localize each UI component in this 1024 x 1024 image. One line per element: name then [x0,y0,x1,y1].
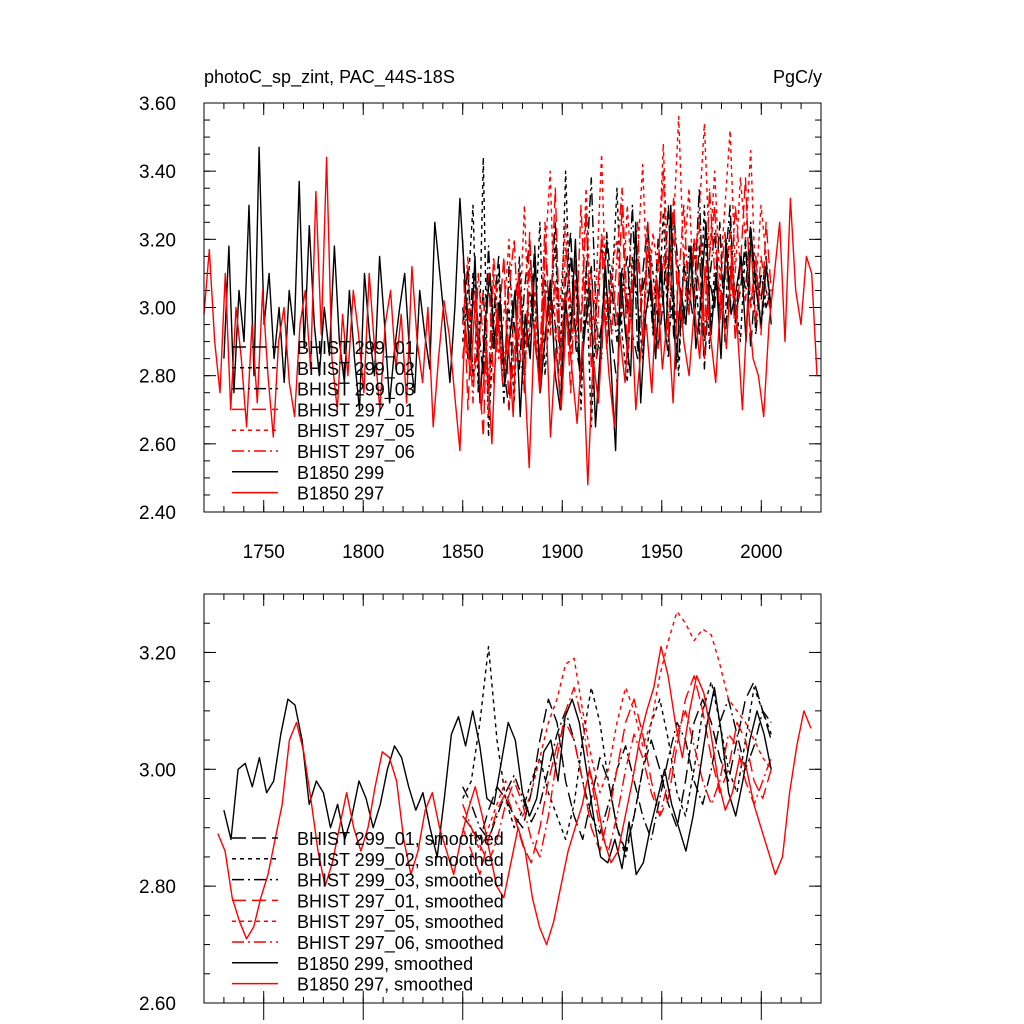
bottom-legend-label: BHIST 297_06, smoothed [297,933,504,954]
top-legend-label: BHIST 297_05 [297,421,415,442]
top-legend-label: BHIST 297_06 [297,442,415,463]
bottom-legend-label: BHIST 299_01, smoothed [297,829,504,850]
top-title: photoC_sp_zint, PAC_44S-18S [204,67,455,88]
bottom-axes: 2.60 2.80 3.00 3.20 [139,593,822,1020]
bottom-series-line [462,645,772,858]
bottom-legend-label: B1850 297, smoothed [297,975,473,995]
bottom-legend-label: BHIST 299_03, smoothed [297,871,504,892]
bottom-legend-label: BHIST 297_01, smoothed [297,891,504,912]
top-plot-frame [203,102,822,513]
top-x-tick-label: 1900 [541,542,583,563]
top-units: PgC/y [773,67,822,87]
bottom-y-tick-label: 3.00 [139,760,176,781]
top-x-tick-label: 2000 [740,542,782,563]
top-legend-label: BHIST 297_01 [297,400,415,421]
top-legend-label: BHIST 299_03 [297,380,415,401]
top-y-tick-label: 2.40 [139,503,176,524]
bottom-panel: 2.602.803.003.20 BHIST 299_01, smoothedB… [139,593,822,1020]
bottom-y-tick-label: 2.80 [139,877,176,898]
bottom-y-tick-label: 3.20 [139,643,176,664]
bottom-series-line [217,645,812,946]
top-legend-label: B1850 299 [297,463,384,483]
top-legend-label: BHIST 299_01 [297,338,415,359]
bottom-series-line [462,686,772,864]
top-y-tick-label: 2.60 [139,435,176,456]
bottom-series-line [462,610,772,852]
top-legend-label: BHIST 299_02 [297,359,415,380]
bottom-legend-label: BHIST 297_05, smoothed [297,912,504,933]
top-y-tick-label: 3.20 [139,230,176,251]
top-y-tick-label: 2.80 [139,367,176,388]
bottom-series-line [223,686,772,876]
top-series-lines [203,115,818,486]
top-x-tick-label: 1950 [641,542,683,563]
bottom-series-line [462,675,772,876]
bottom-plot-frame [203,593,822,1004]
top-y-tick-label: 3.60 [139,94,176,115]
top-x-tick-label: 1750 [243,542,285,563]
top-legend-label: B1850 297 [297,484,384,504]
top-axes: 2.40 2.60 2.80 3.00 3.20 3.40 3.60 1750 1800 1850… [139,94,822,563]
top-series-line [462,177,772,438]
bottom-legend-label: B1850 299, smoothed [297,954,473,974]
bottom-series-lines [217,610,812,946]
top-x-tick-label: 1850 [442,542,484,563]
top-series-line [203,156,818,486]
top-y-tick-label: 3.00 [139,299,176,320]
bottom-y-tick-label: 2.60 [139,994,176,1015]
top-series-line [223,146,772,452]
top-series-line [462,170,772,404]
top-y-tick-label: 3.40 [139,162,176,183]
top-panel: photoC_sp_zint, PAC_44S-18S PgC/y 2.402.… [139,67,822,563]
top-x-tick-label: 1800 [342,542,384,563]
bottom-legend-label: BHIST 299_02, smoothed [297,850,504,871]
top-series-line [462,177,772,404]
